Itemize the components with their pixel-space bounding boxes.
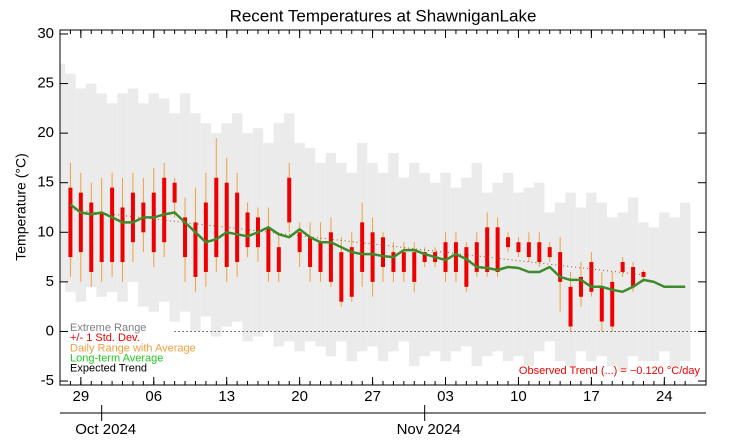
y-tick-label: 25 — [37, 75, 54, 92]
y-tick-label: 30 — [37, 25, 54, 42]
x-tick-label: 03 — [437, 388, 454, 405]
y-axis-label: Temperature (°C) — [13, 153, 29, 261]
std-dev-bar — [453, 242, 458, 272]
y-tick-label: 0 — [46, 322, 54, 339]
y-tick-label: 15 — [37, 174, 54, 191]
std-dev-bar — [610, 281, 615, 327]
x-tick-label: 24 — [656, 388, 673, 405]
legend-entry: +/- 1 Std. Dev. — [70, 332, 140, 344]
std-dev-bar — [578, 276, 583, 297]
std-dev-bar — [422, 252, 427, 263]
std-dev-bar — [89, 202, 94, 272]
std-dev-bar — [120, 207, 125, 263]
std-dev-bar — [464, 247, 469, 287]
y-tick-label: 5 — [46, 273, 54, 290]
std-dev-bar — [110, 187, 115, 263]
std-dev-bar — [631, 266, 636, 287]
std-dev-bar — [381, 237, 385, 267]
std-dev-bar — [401, 252, 406, 272]
std-dev-bar — [620, 262, 625, 272]
std-dev-bar — [349, 247, 354, 297]
std-dev-bar — [495, 227, 500, 272]
std-dev-bar — [339, 252, 344, 302]
month-label: Oct 2024 — [75, 421, 136, 438]
std-dev-bar — [370, 232, 375, 282]
x-tick-label: 13 — [218, 388, 235, 405]
std-dev-bar — [235, 192, 240, 263]
std-dev-bar — [203, 202, 208, 272]
y-tick-label: 10 — [37, 223, 54, 240]
extreme-range — [523, 187, 535, 367]
trend-annotation: Observed Trend (...) = −0.120 °C/day — [519, 365, 701, 377]
extreme-range — [60, 63, 66, 282]
std-dev-bar — [245, 212, 250, 248]
legend-entry: Extreme Range — [70, 322, 146, 334]
std-dev-bar — [224, 182, 229, 267]
std-dev-bar — [193, 222, 198, 277]
std-dev-bar — [558, 252, 563, 282]
x-tick-label: 27 — [364, 388, 381, 405]
std-dev-bar — [151, 192, 156, 253]
extreme-range — [513, 192, 524, 357]
std-dev-bar — [537, 242, 542, 263]
std-dev-bar — [68, 187, 73, 258]
chart-title: Recent Temperatures at ShawniganLake — [230, 6, 537, 25]
observed-trend — [70, 208, 644, 276]
std-dev-bar — [297, 232, 302, 253]
std-dev-bar — [589, 262, 594, 292]
std-dev-bar — [568, 286, 573, 327]
extreme-range — [544, 212, 555, 342]
x-tick-label: 10 — [510, 388, 527, 405]
y-tick-label: -5 — [41, 372, 54, 389]
long-term-average — [69, 203, 686, 294]
legend-entry: Expected Trend — [70, 363, 147, 375]
x-tick-label: 20 — [291, 388, 308, 405]
std-dev-bar — [162, 177, 167, 243]
std-dev-bar — [130, 192, 135, 243]
std-dev-bar — [214, 177, 219, 258]
std-dev-bar — [328, 232, 333, 282]
std-dev-bar — [266, 227, 271, 272]
std-dev-bar — [287, 177, 292, 223]
std-dev-bar — [412, 252, 417, 282]
extreme-range — [648, 227, 660, 362]
std-dev-bar — [506, 237, 511, 248]
std-dev-bar — [516, 242, 521, 253]
std-dev-bar — [474, 242, 479, 272]
extreme-range — [679, 202, 691, 362]
x-tick-label: 29 — [72, 388, 89, 405]
month-label: Nov 2024 — [397, 421, 461, 438]
x-tick-label: 06 — [145, 388, 162, 405]
legend-entry: Long-term Average — [70, 353, 163, 365]
extreme-range — [669, 217, 680, 367]
std-dev-bar — [443, 242, 448, 272]
std-dev-bar — [485, 227, 490, 272]
std-dev-bar — [318, 242, 323, 272]
std-dev-bar — [391, 252, 396, 272]
std-dev-bar — [360, 222, 365, 272]
extreme-range — [659, 212, 670, 352]
extreme-range — [638, 222, 649, 362]
std-dev-bar — [99, 212, 104, 263]
x-tick-label: 17 — [583, 388, 600, 405]
y-tick-label: 20 — [37, 124, 54, 141]
std-dev-bar — [172, 182, 177, 203]
std-dev-bar — [526, 242, 531, 258]
std-dev-bar — [183, 217, 188, 258]
std-dev-bar — [599, 286, 604, 322]
std-dev-bar — [78, 192, 83, 253]
legend-entry: Daily Range with Average — [70, 342, 196, 354]
std-dev-bar — [276, 247, 281, 272]
std-dev-bar — [547, 247, 552, 258]
std-dev-bar — [308, 237, 313, 267]
